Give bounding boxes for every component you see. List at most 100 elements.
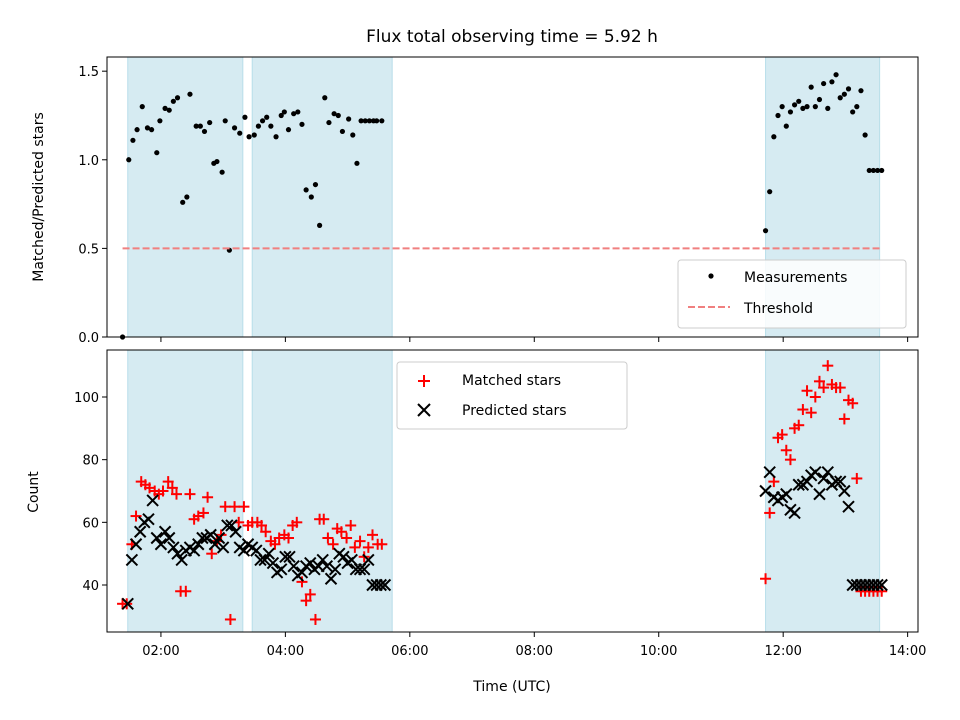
measurement-point [148,127,155,133]
predicted-star-point [763,465,776,479]
measurement-point [870,167,877,174]
predicted-star-point [150,531,163,545]
measurement-point [854,104,860,110]
matched-star-point [229,501,241,513]
measurement-point [180,199,186,205]
matched-star-point [184,488,196,500]
measurement-point [219,169,225,175]
predicted-star-point [129,538,143,551]
matched-star-point [296,576,308,588]
measurement-point [783,123,789,129]
measurement-point [331,111,337,117]
measurement-point [362,118,368,124]
matched-star-point [322,532,334,544]
predicted-star-point [229,525,242,538]
measurement-point [812,104,818,110]
predicted-star-point [324,572,338,585]
measurement-point [379,118,385,124]
predicted-star-point [171,547,184,560]
measurement-point [326,119,332,126]
matched-star-point [768,476,780,488]
matched-star-point [784,454,796,466]
measurement-point [339,128,346,135]
measurement-point [187,91,193,97]
matched-star-point [282,532,294,544]
measurement-point [762,228,769,234]
measurement-point [358,118,364,124]
legend-marker-predicted-stars [417,403,431,417]
predicted-star-point [142,512,155,526]
top-panel-x-ticks [160,337,909,342]
measurement-point [346,116,352,122]
measurement-point [255,123,262,129]
measurement-point [126,157,132,163]
predicted-star-point [362,553,375,567]
predicted-star-point [374,578,387,592]
measurement-point [264,114,270,120]
measurement-point [800,105,806,111]
matched-star-point [818,382,830,394]
bottom-ytick-label: 40 [82,579,99,594]
measurement-point [829,79,835,85]
measurement-point [291,111,297,117]
bottom-ytick-label: 80 [82,454,99,469]
matched-star-point [376,538,388,550]
measurement-point [804,104,810,110]
matched-star-point [851,472,863,484]
predicted-star-point [357,563,371,576]
bottom-panel: 40 60 80 100 02:00 04:00 06:00 08:00 10:00 12:00… [26,349,926,695]
measurement-point [231,125,238,131]
top-ytick-label: 0.0 [78,331,99,346]
predicted-star-point [167,541,180,554]
predicted-star-point [792,478,805,491]
top-panel-ylabel: Matched/Predicted stars [31,112,47,282]
matched-star-point [822,360,834,372]
top-ytick-label: 1.0 [78,154,99,169]
measurement-point [374,118,380,124]
matched-star-point [876,585,888,597]
measurement-point [858,88,864,94]
measurement-point [366,118,372,124]
xtick-label: 10:00 [640,644,677,659]
bottom-panel-xlabel: Time (UTC) [472,679,550,695]
matched-star-point [805,407,817,419]
measurement-point [808,84,814,90]
predicted-star-point [780,487,793,501]
xtick-label: 14:00 [889,644,926,659]
predicted-star-point [378,578,392,592]
predicted-star-point [254,553,267,567]
predicted-star-point [875,578,888,592]
measurement-point [299,121,305,127]
matched-star-point [170,488,182,500]
measurement-point [350,132,356,138]
measurement-point [222,118,228,124]
measurement-point [154,150,160,156]
matched-star-point [309,613,321,625]
legend-label-predicted-stars: Predicted stars [462,403,567,419]
measurement-point [214,158,220,165]
measurement-point [174,95,181,101]
measurement-point [170,98,176,104]
top-ytick-label: 0.5 [78,242,99,257]
measurement-point [850,109,856,115]
measurement-point [197,123,203,129]
bottom-shaded-interval [127,349,244,633]
predicted-star-point [192,538,205,551]
measurement-point [816,96,823,103]
measurement-point [130,137,136,143]
matched-star-point [269,538,281,550]
measurement-point [354,160,360,166]
predicted-star-point [809,465,822,479]
measurement-point [251,132,257,138]
matched-star-point [206,548,218,560]
measurement-point [791,102,798,108]
measurement-point [862,132,868,138]
matched-star-point [335,526,347,538]
predicted-star-point [834,475,847,488]
measurement-point [259,118,266,124]
matched-star-point [130,510,142,522]
predicted-star-point [225,519,238,532]
measurement-point [166,107,172,113]
bottom-legend: Matched stars Predicted stars [396,361,628,430]
bottom-legend-box [396,361,628,430]
